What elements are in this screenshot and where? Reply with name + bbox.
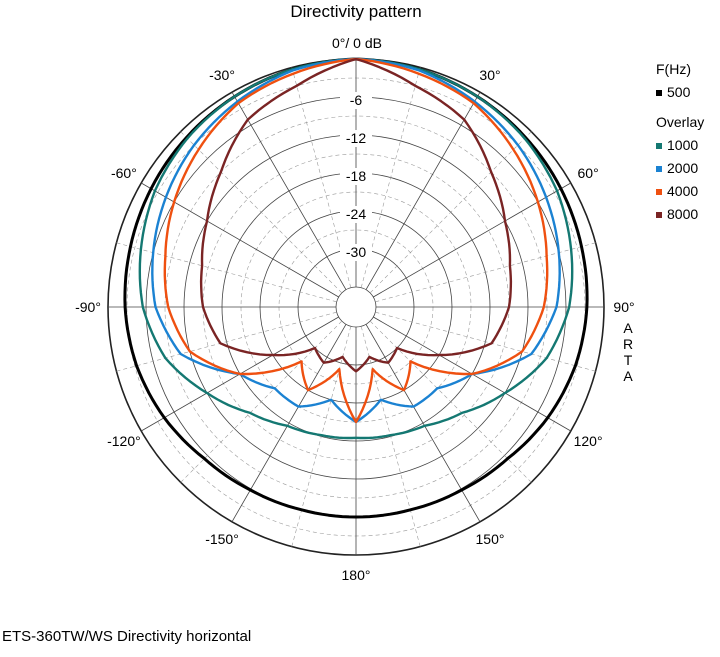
legend-label-4000: 4000	[667, 183, 698, 199]
angle-label: 30°	[479, 67, 500, 83]
angle-label: -60°	[111, 165, 137, 181]
legend-header: F(Hz)	[656, 61, 691, 77]
angle-label: -90°	[75, 299, 101, 315]
radial-label: -24	[346, 206, 366, 222]
radial-label: -12	[346, 130, 366, 146]
radial-label: -6	[350, 92, 363, 108]
angle-label: -30°	[209, 67, 235, 83]
vertical-label-char: A	[623, 368, 633, 384]
grid-spoke	[232, 92, 346, 289]
angle-label: 180°	[342, 567, 371, 583]
footer-caption: ETS-360TW/WS Directivity horizontal	[2, 628, 251, 645]
axis-labels: 30° 60° 90° 120° 150° 180° -150° -120° -90° -60° -…	[75, 67, 635, 583]
legend-swatch-500	[656, 90, 662, 96]
top-label: 0°/ 0 dB	[332, 35, 382, 51]
grid-spoke-minor	[181, 132, 342, 293]
legend-swatch-8000	[656, 212, 662, 218]
radial-label: -18	[346, 168, 366, 184]
grid-spoke-minor	[375, 312, 595, 371]
legend-swatch-4000	[656, 189, 662, 195]
angle-label: -120°	[107, 433, 141, 449]
grid-spoke	[366, 92, 480, 289]
grid-spoke	[141, 183, 338, 297]
angle-label: 60°	[578, 165, 599, 181]
legend-swatch-1000	[656, 143, 662, 149]
grid-spoke	[373, 183, 570, 297]
legend-label-8000: 8000	[667, 206, 698, 222]
vertical-label-char: T	[624, 352, 633, 368]
angle-label: 150°	[476, 531, 505, 547]
angle-label: 90°	[613, 299, 634, 315]
legend-label-500: 500	[667, 84, 691, 100]
vertical-label-char: R	[623, 336, 633, 352]
legend-overlay-label: Overlay	[656, 114, 704, 130]
legend: F(Hz) 500 Overlay 1000 2000 4000 8000	[656, 61, 704, 222]
angle-label: -150°	[205, 531, 239, 547]
center-ring	[336, 287, 376, 327]
chart-title: Directivity pattern	[290, 2, 421, 21]
grid-spoke-minor	[370, 132, 531, 293]
radial-label: -30	[346, 244, 366, 260]
legend-swatch-2000	[656, 166, 662, 172]
angle-label: 120°	[574, 433, 603, 449]
grid-spoke-minor	[116, 243, 336, 302]
directivity-chart: Directivity pattern 30° 60° 90° 120° 150° 180…	[0, 0, 720, 620]
grid-spoke-minor	[116, 312, 336, 371]
legend-label-1000: 1000	[667, 137, 698, 153]
grid-spoke-minor	[375, 243, 595, 302]
vertical-label-char: A	[623, 320, 633, 336]
legend-label-2000: 2000	[667, 160, 698, 176]
